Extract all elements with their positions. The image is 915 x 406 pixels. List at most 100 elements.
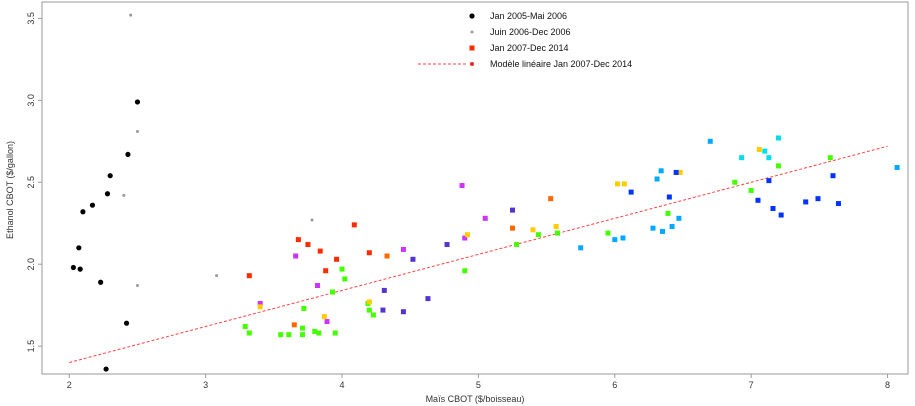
data-point-square [676,215,682,221]
data-point-square [803,199,809,205]
data-point-square [291,322,297,328]
data-point-square [510,207,516,213]
data-point-square [766,178,772,184]
data-point-square [669,224,675,230]
data-point-square [425,296,431,302]
data-point-square [578,245,584,251]
data-point-square [329,289,335,295]
data-point-circle [103,366,109,372]
data-point-circle [76,245,82,251]
data-point-square [444,242,450,248]
data-point-square [299,325,305,331]
data-point-circle [107,173,113,179]
data-point-square [835,201,841,207]
y-tick-label: 2.0 [26,258,36,271]
x-tick-label: 2 [67,380,72,390]
x-tick-label: 6 [612,380,617,390]
data-point-square [555,230,561,236]
data-point-square [778,212,784,218]
data-point-square [762,148,768,154]
legend-marker-fit-dot [470,62,474,66]
data-point-circle [70,264,76,271]
data-point-circle [89,202,96,208]
data-point-square [293,253,299,259]
data-point-square [312,328,318,334]
data-point-square [530,227,536,233]
data-point-square [755,197,761,203]
data-point-square [514,242,520,248]
data-point-square [462,268,468,274]
data-point-square [535,232,541,238]
plot-frame [41,1,909,375]
data-point-square [305,242,311,248]
legend-marker-series-2 [470,30,474,34]
x-tick-label: 7 [749,380,754,390]
data-point-square [827,155,833,161]
data-point-small [135,284,139,288]
data-point-square [299,332,305,338]
data-point-square [666,194,672,200]
data-point-square [366,307,372,313]
data-point-square [301,305,307,311]
data-point-small [215,274,219,278]
data-point-square [605,230,611,236]
data-point-square [314,283,320,289]
data-point-square [830,173,836,179]
data-point-square [553,224,559,230]
x-tick-label: 8 [885,380,890,390]
data-point-square [462,235,468,241]
data-point-square [658,168,664,174]
data-point-square [548,196,554,202]
data-point-circle [98,279,104,285]
data-point-square [677,169,683,175]
data-point-square [339,266,345,272]
data-point-small [122,193,126,197]
data-point-square [384,253,390,259]
data-point-square [380,307,386,313]
data-point-square [324,319,330,325]
data-point-square [510,225,516,231]
data-point-square [770,205,776,211]
data-point-square [257,304,263,310]
x-tick-label: 4 [340,380,345,390]
y-tick-label: 3.5 [26,12,36,25]
data-point-square [615,181,621,187]
data-point-square [257,301,263,307]
x-tick-label: 5 [476,380,481,390]
data-point-square [400,246,406,252]
data-point-square [246,273,252,279]
data-point-square [665,210,671,216]
x-tick-label: 3 [203,380,208,390]
data-point-square [621,181,627,187]
data-point-square [316,330,322,336]
data-point-square [321,314,327,320]
data-point-square [775,135,781,141]
data-point-square [775,163,781,169]
data-point-square [459,183,465,189]
data-point-circle [80,209,86,215]
data-point-square [323,268,329,274]
data-point-square [756,146,762,152]
data-point-square [295,237,301,243]
data-point-square [707,138,713,144]
data-point-square [286,332,292,338]
data-point-square [366,250,372,256]
data-point-square [660,228,666,234]
y-tick-label: 3.0 [26,94,36,107]
data-point-square [464,232,470,238]
data-point-square [894,165,900,171]
legend-label-fit-line: Modèle linéaire Jan 2007-Dec 2014 [490,59,632,69]
data-point-square [748,187,754,193]
data-point-square [351,222,357,228]
data-point-square [381,287,387,293]
data-point-square [620,235,626,241]
data-point-small [310,218,314,222]
fit-line-layer [69,145,888,364]
data-point-square [332,330,338,336]
data-point-square [278,332,284,338]
y-tick-label: 1.5 [26,340,36,353]
legend: Jan 2005-Mai 2006 Juin 2006-Dec 2006 Jan… [418,11,632,69]
data-point-square [673,169,679,175]
data-point-square [342,276,348,282]
